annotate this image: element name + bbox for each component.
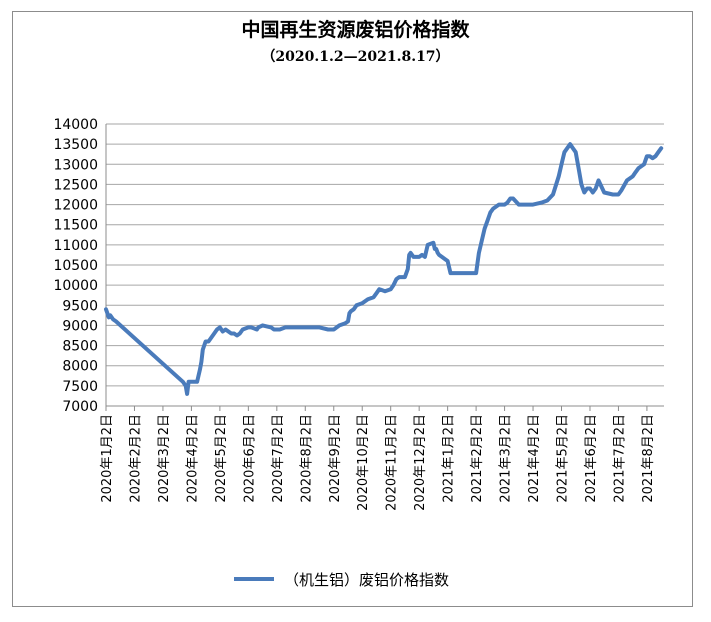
y-tick-label: 14000 — [53, 117, 98, 133]
x-tick-label: 2020年3月2日 — [157, 414, 172, 503]
x-tick-label: 2020年2月2日 — [128, 414, 143, 503]
chart-subtitle: （2020.1.2—2021.8.17） — [261, 49, 450, 65]
x-tick-label: 2021年2月2日 — [470, 414, 485, 503]
y-tick-label: 9000 — [62, 318, 98, 334]
y-tick-label: 7500 — [62, 379, 98, 395]
y-tick-label: 12500 — [53, 177, 98, 193]
x-tick-label: 2021年6月2日 — [584, 414, 599, 503]
x-tick-label: 2020年5月2日 — [214, 414, 229, 503]
chart-title: 中国再生资源废铝价格指数 — [241, 19, 470, 41]
x-tick-label: 2020年11月2日 — [385, 414, 400, 511]
y-tick-label: 13000 — [53, 157, 98, 173]
x-tick-label: 2021年3月2日 — [499, 414, 514, 503]
x-axis: 2020年1月2日 2020年2月2日 2020年3月2日 2020年4月2日 2020… — [100, 405, 664, 511]
x-tick-label: 2020年7月2日 — [271, 414, 286, 503]
x-tick-label: 2021年5月2日 — [556, 414, 571, 503]
x-tick-label: 2020年1月2日 — [100, 414, 115, 503]
y-tick-label: 13500 — [53, 137, 98, 153]
y-axis: 7000 7500 8000 8500 9000 9500 10000 10500 11000 1… — [53, 117, 107, 415]
x-tick-label: 2020年4月2日 — [185, 414, 200, 503]
x-tick-label: 2020年10月2日 — [356, 414, 371, 511]
legend-swatch — [234, 577, 274, 581]
y-tick-label: 10500 — [53, 258, 98, 274]
y-tick-label: 11000 — [53, 238, 98, 254]
gridlines — [106, 123, 664, 407]
series-group — [104, 142, 664, 396]
y-tick-label: 10000 — [53, 278, 98, 294]
legend-label: （机生铝）废铝价格指数 — [284, 570, 450, 589]
y-tick-label: 8000 — [62, 359, 98, 375]
legend: （机生铝）废铝价格指数 — [234, 568, 449, 590]
y-tick-label: 11500 — [53, 218, 98, 234]
x-tick-label: 2020年6月2日 — [242, 414, 257, 503]
x-tick-label: 2021年4月2日 — [527, 414, 542, 503]
x-tick-label: 2020年12月2日 — [413, 414, 428, 511]
y-tick-label: 7000 — [62, 399, 98, 415]
y-tick-label: 9500 — [62, 298, 98, 314]
x-tick-label: 2020年9月2日 — [328, 414, 343, 503]
x-tick-label: 2020年8月2日 — [299, 414, 314, 503]
x-tick-label: 2021年7月2日 — [612, 414, 627, 503]
series-line — [104, 142, 664, 396]
x-tick-label: 2021年1月2日 — [442, 414, 457, 503]
y-tick-label: 12000 — [53, 198, 98, 214]
y-tick-label: 8500 — [62, 339, 98, 355]
x-tick-label: 2021年8月2日 — [641, 414, 656, 503]
